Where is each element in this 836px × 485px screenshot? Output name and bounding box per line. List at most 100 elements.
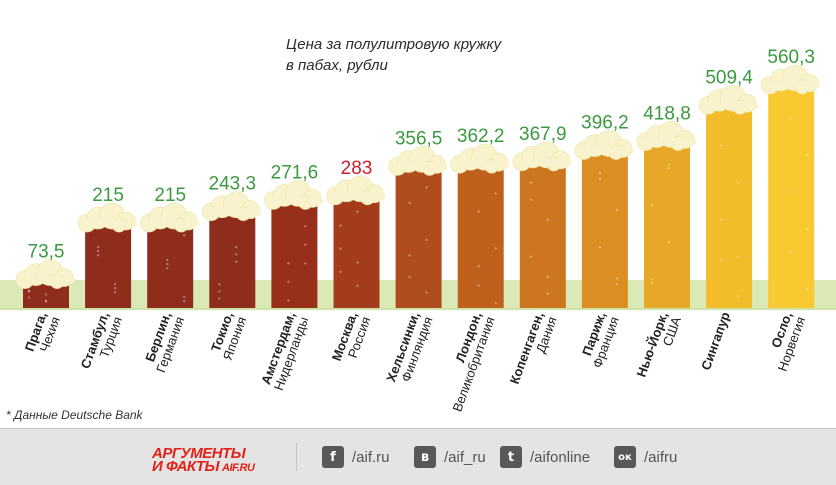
beer-mug-2 <box>77 202 138 308</box>
bubble <box>615 209 619 212</box>
value-label: 509,4 <box>705 67 753 88</box>
bubble <box>304 243 307 247</box>
bubble <box>96 245 100 249</box>
bubble <box>650 277 654 281</box>
city-label: Нью-Йорк,США <box>633 310 684 384</box>
beer-mug-10 <box>574 130 634 308</box>
bubble <box>218 282 221 286</box>
bubble <box>425 238 428 242</box>
logo-line-1: АРГУМЕНТЫ <box>152 445 246 462</box>
value-label: 73,5 <box>28 242 65 263</box>
bar <box>271 199 318 308</box>
city-label: Хельсинки,Финляндия <box>383 310 435 389</box>
bubble <box>218 290 221 293</box>
city-labels-layer: Прага,Чехия Стамбул,Турция Берлин,Германия… <box>22 310 808 414</box>
bubble <box>719 258 723 261</box>
vk-icon: в <box>414 446 436 468</box>
foam-rim <box>700 102 759 110</box>
value-label: 283 <box>341 158 373 179</box>
value-label: 356,5 <box>395 128 443 149</box>
foam-rim <box>203 208 262 216</box>
aif-logo[interactable]: АРГУМЕНТЫ И ФАКТЫ AIF.RU <box>152 445 255 475</box>
bubble <box>529 198 532 201</box>
city-label: Копенгаген,Дания <box>507 310 560 391</box>
bubble <box>44 293 48 296</box>
foam-rim <box>575 147 634 155</box>
social-vk-text: /aif_ru <box>444 448 486 466</box>
foam-rim <box>762 82 821 89</box>
chart-title: Цена за полулитровую кружку в пабах, руб… <box>286 34 501 76</box>
social-vk-link[interactable]: в /aif_ru <box>414 445 486 469</box>
bubble <box>615 283 619 286</box>
chart-title-line-1: Цена за полулитровую кружку <box>286 36 502 53</box>
beer-mug-1 <box>15 259 75 308</box>
bubble <box>806 227 809 231</box>
bar <box>395 165 442 308</box>
beer-mug-13 <box>760 64 821 308</box>
bubble <box>546 275 549 279</box>
value-label: 215 <box>154 185 186 206</box>
city-label: Сингапур <box>698 310 733 372</box>
footer-bar: АРГУМЕНТЫ И ФАКТЫ AIF.RU f /aif.ru в /aif… <box>0 428 836 485</box>
bubble <box>304 225 307 228</box>
value-label: 396,2 <box>581 113 629 134</box>
bubble <box>44 299 48 303</box>
bubble <box>287 262 290 265</box>
value-label: 418,8 <box>643 104 691 125</box>
bar <box>519 160 566 308</box>
city-label: Лондон,Великобритания <box>436 310 497 414</box>
value-label: 367,9 <box>519 124 567 145</box>
bars-layer <box>15 64 821 309</box>
bubble <box>113 286 117 290</box>
social-facebook-link[interactable]: f /aif.ru <box>322 445 390 469</box>
bar <box>85 222 132 308</box>
bubble <box>304 262 307 265</box>
foam-rim <box>265 197 324 205</box>
beer-mug-3 <box>139 202 200 308</box>
bubble <box>235 260 238 263</box>
bubble <box>339 224 342 227</box>
social-twitter-link[interactable]: t /aifonline <box>500 445 590 469</box>
bubble <box>27 290 31 293</box>
bubble <box>183 233 186 237</box>
city-label: Осло,Норвегия <box>761 310 808 373</box>
bubble <box>806 287 809 291</box>
bubble <box>736 295 740 298</box>
city-label: Токио,Япония <box>207 310 250 362</box>
bubble <box>44 300 48 303</box>
foam-rim <box>513 158 572 166</box>
twitter-icon: t <box>500 446 522 468</box>
bubble <box>339 270 342 274</box>
city-label: Москва,Россия <box>329 310 374 368</box>
bubble <box>339 247 342 250</box>
foam-rim <box>79 220 138 228</box>
bubble <box>356 284 359 287</box>
beer-mug-8 <box>450 143 510 308</box>
bubble <box>287 299 290 302</box>
bubble <box>477 210 480 213</box>
bubble <box>477 284 480 287</box>
bubble <box>113 282 117 286</box>
bubble <box>425 186 428 189</box>
bubble <box>356 261 359 264</box>
bubble <box>667 163 671 166</box>
bar <box>457 163 504 308</box>
ground-strip <box>0 308 836 310</box>
bar <box>768 84 815 308</box>
bubble <box>356 210 359 213</box>
beer-mug-4 <box>202 191 262 308</box>
bubble <box>546 218 549 222</box>
beer-mug-11 <box>636 121 696 308</box>
bubble <box>789 190 792 194</box>
bubble <box>494 301 497 305</box>
logo-line-2: И ФАКТЫ AIF.RU <box>152 459 255 475</box>
chart-title-line-2: в пабах, рубли <box>286 57 388 74</box>
social-twitter-text: /aifonline <box>530 448 591 466</box>
footer-separator <box>296 443 297 471</box>
value-label: 215 <box>92 185 124 206</box>
logo-site: AIF.RU <box>222 462 255 474</box>
bar <box>581 149 628 308</box>
bubble <box>789 250 792 254</box>
bubble <box>736 181 740 184</box>
social-odnoklassniki-link[interactable]: ок /aifru <box>614 445 677 469</box>
